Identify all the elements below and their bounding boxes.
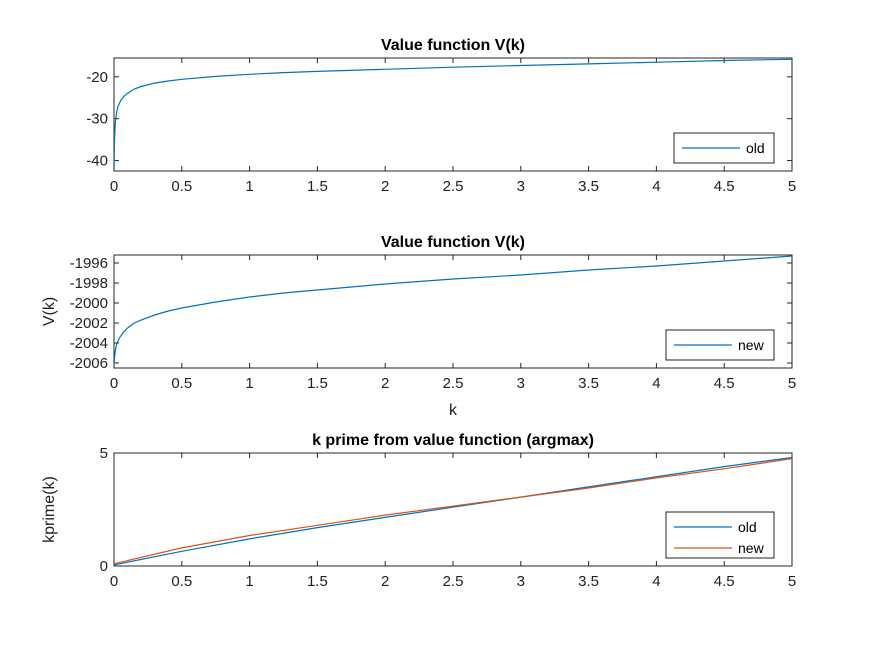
x-tick-label: 1.5 xyxy=(307,178,328,195)
x-tick-label: 2.5 xyxy=(443,573,464,590)
x-tick-label: 4.5 xyxy=(714,375,735,392)
series-line-new xyxy=(114,458,792,565)
x-tick-label: 2 xyxy=(381,178,389,195)
x-tick-label: 2 xyxy=(381,573,389,590)
x-tick-label: 0 xyxy=(110,573,118,590)
x-tick-label: 3.5 xyxy=(578,573,599,590)
y-tick-label: -2000 xyxy=(70,295,108,312)
legend-box xyxy=(665,511,775,559)
series-line-old xyxy=(114,58,792,171)
x-tick-label: 2.5 xyxy=(443,375,464,392)
legend-label-old: old xyxy=(746,140,765,156)
x-tick-label: 3 xyxy=(517,178,525,195)
legend: new xyxy=(665,329,775,361)
x-tick-label: 3.5 xyxy=(578,178,599,195)
y-tick-label: -2006 xyxy=(70,355,108,372)
y-axis-label: V(k) xyxy=(41,297,58,326)
y-tick-label: -1996 xyxy=(70,255,108,272)
y-tick-label: 0 xyxy=(100,558,108,575)
x-tick-label: 4 xyxy=(652,375,660,392)
x-tick-label: 2.5 xyxy=(443,178,464,195)
series-line-new xyxy=(114,255,792,367)
x-tick-label: 4.5 xyxy=(714,178,735,195)
y-tick-label: -2004 xyxy=(70,335,108,352)
axes-1: Value function V(k) 0 0.5 1 1.5 2 2.5 3 3.5 4 4.5 5… xyxy=(86,37,796,195)
axes-3: k prime from value function (argmax) 0 0.5… xyxy=(41,432,796,590)
x-tick-label: 1 xyxy=(245,573,253,590)
x-tick-label: 5 xyxy=(788,573,796,590)
x-tick-label: 5 xyxy=(788,178,796,195)
x-tick-label: 0.5 xyxy=(171,573,192,590)
x-tick-label: 3 xyxy=(517,573,525,590)
x-tick-label: 1 xyxy=(245,375,253,392)
x-tick-label: 4 xyxy=(652,573,660,590)
x-tick-label: 0 xyxy=(110,375,118,392)
y-tick-label: -20 xyxy=(86,69,108,86)
y-tick-label: -2002 xyxy=(70,315,108,332)
x-tick-label: 4.5 xyxy=(714,573,735,590)
y-tick-label: -30 xyxy=(86,111,108,128)
x-tick-label: 0.5 xyxy=(171,375,192,392)
y-axis-label: kprime(k) xyxy=(41,476,58,543)
series-line-old xyxy=(114,456,792,566)
chart-title: Value function V(k) xyxy=(381,37,525,54)
legend-label-new: new xyxy=(738,337,765,353)
legend: old new xyxy=(665,511,775,559)
x-tick-label: 1.5 xyxy=(307,573,328,590)
y-tick-label: 5 xyxy=(100,445,108,462)
x-axis-label: k xyxy=(449,402,458,419)
legend: old xyxy=(673,132,775,164)
legend-label-new: new xyxy=(738,540,765,556)
y-tick-label: -1998 xyxy=(70,275,108,292)
legend-label-old: old xyxy=(738,519,757,535)
x-tick-label: 1 xyxy=(245,178,253,195)
y-tick-label: -40 xyxy=(86,153,108,170)
x-tick-label: 0 xyxy=(110,178,118,195)
x-tick-label: 5 xyxy=(788,375,796,392)
chart-title: k prime from value function (argmax) xyxy=(312,432,594,449)
chart-title: Value function V(k) xyxy=(381,234,525,251)
x-tick-label: 1.5 xyxy=(307,375,328,392)
axes-2: Value function V(k) 0 0.5 1 1.5 2 2.5 3 3.5 4 4.5 5… xyxy=(41,234,796,419)
x-tick-label: 0.5 xyxy=(171,178,192,195)
x-tick-label: 4 xyxy=(652,178,660,195)
x-tick-label: 3 xyxy=(517,375,525,392)
x-tick-label: 2 xyxy=(381,375,389,392)
x-tick-label: 3.5 xyxy=(578,375,599,392)
